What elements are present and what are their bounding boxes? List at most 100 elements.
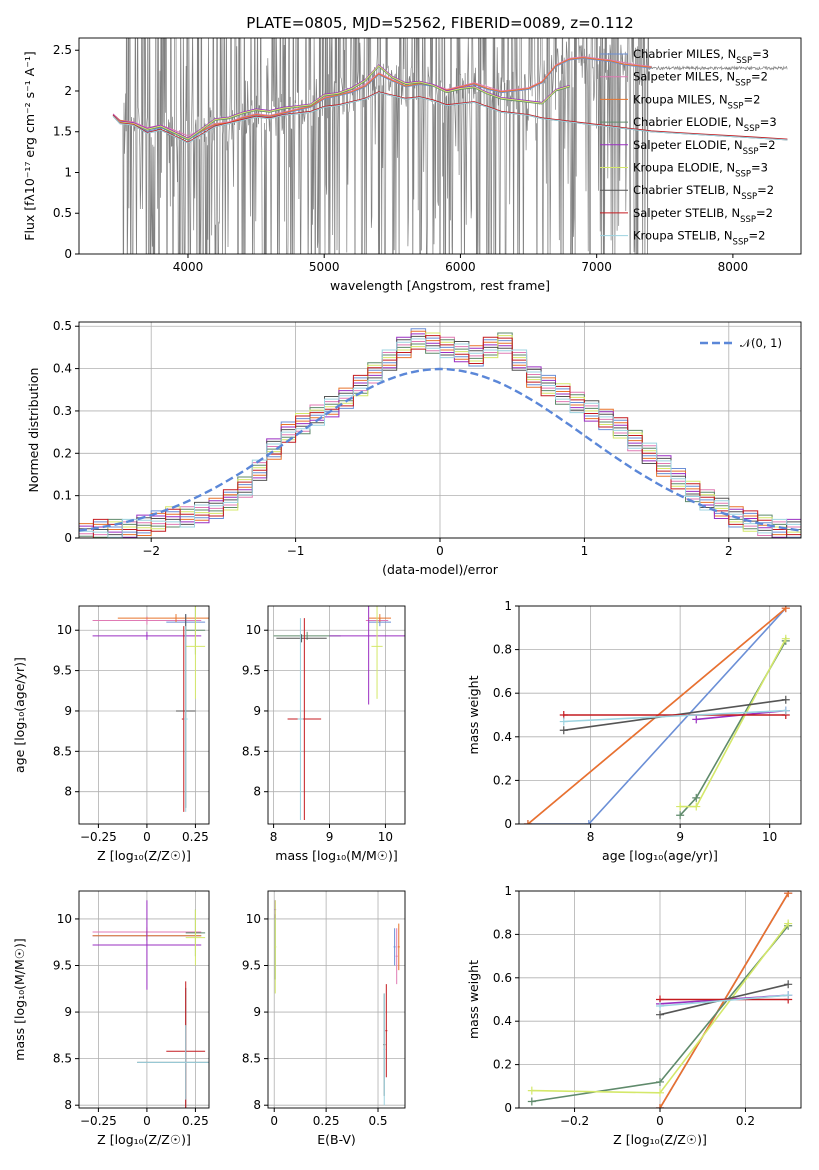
plot-area [112,38,788,254]
panels: 4000 5000 6000 7000 800000.511.522.5waveleng… [12,37,802,1147]
weight-line [528,607,787,824]
legend-label: Chabrier MILES, NSSP=3 [633,47,769,66]
y-tick-label: 0.6 [493,971,512,985]
x-tick-label: −0.2 [560,1114,589,1128]
hist-step [79,338,801,538]
legend-value: =2 [748,229,765,243]
weight-marker [781,706,790,715]
plot-area [523,606,790,824]
y-tick-label: 8 [64,785,72,799]
axes: −0.2 0 0.2 0 0.2 0.4 0.6 0.8 1 Z [log₁₀(Z/Z☉)] mas… [466,884,802,1147]
legend-subscript: SSP [728,101,744,111]
weight-line [563,709,786,723]
y-tick-label: 2.5 [53,43,72,57]
x-tick-label: 10 [762,830,777,844]
axes-frame [267,890,406,1109]
plot-area [92,606,209,812]
y-tick-label: 8 [253,785,261,799]
y-tick-label: 0.8 [493,643,512,657]
x-tick-label: 0.25 [182,830,209,844]
weight-marker [656,1104,664,1108]
weight-marker [559,726,568,735]
plot-area [92,900,209,1108]
y-tick-label: 10 [57,623,72,637]
y-tick-label: 8.5 [242,744,261,758]
x-tick-label: 9 [326,830,334,844]
y-tick-label: 8.5 [53,744,72,758]
y-tick-label: 0 [504,817,512,831]
x-axis-label: E(B-V) [317,1132,356,1147]
y-tick-label: 10 [57,912,72,926]
weight-marker [656,1002,664,1011]
axes: 0 0.25 0.5 8 8.5 9 9.5 10 E(B-V) [242,890,406,1147]
y-tick-label: 0.6 [493,686,512,700]
x-tick-label: 9 [676,830,684,844]
y-axis-label: Flux [fλ10⁻¹⁷ erg cm⁻² s⁻¹ A⁻¹] [22,51,37,240]
weight-marker [781,695,790,704]
x-tick-label: 0.5 [368,1114,387,1128]
legend-subscript: SSP [741,192,757,202]
x-tick-label: 8 [587,830,595,844]
y-tick-label: 8 [64,1098,72,1112]
legend-label: 𝒩(0, 1) [740,336,782,350]
panel-residuals: −2 −1 0 1 2 0 0.1 0.2 0.3 0.4 0.5 (data-model)/erro… [26,319,802,577]
legend-value: =3 [751,161,768,175]
weight-line [527,607,787,824]
x-tick-label: 1 [581,544,589,558]
panel-mass-weight-vs-Z: −0.2 0 0.2 0 0.2 0.4 0.6 0.8 1 Z [log₁₀(Z/Z☉)] mas… [466,884,802,1147]
x-axis-label: age [log₁₀(age/yr)] [602,848,718,863]
model-line [112,91,788,143]
y-axis-label: Normed distribution [26,368,41,493]
x-tick-label: 0 [656,1114,664,1128]
x-axis-label: (data-model)/error [382,562,499,577]
weight-marker [656,1088,664,1097]
weight-marker [559,717,568,726]
x-tick-label: 0.25 [182,1114,209,1128]
y-tick-label: 0 [504,1101,512,1115]
x-tick-label: 0.25 [313,1114,340,1128]
x-axis-label: Z [log₁₀(Z/Z☉)] [613,1132,707,1147]
weight-marker [781,634,790,643]
y-tick-label: 0.2 [53,446,72,460]
plot-area [273,606,405,820]
y-tick-label: 0.2 [493,773,512,787]
y-tick-label: 2 [64,84,72,98]
y-tick-label: 0.4 [493,730,512,744]
legend-label: Salpeter MILES, NSSP=2 [633,70,768,89]
y-tick-label: 0.3 [53,404,72,418]
weight-marker [656,1010,664,1019]
weight-marker [656,1077,664,1086]
y-tick-label: 0.4 [493,1014,512,1028]
panel-Z-vs-mass: −0.25 0 0.25 8 8.5 9 9.5 10 Z [log₁₀(Z/Z☉)] mass … [12,890,210,1147]
panel-Z-vs-age: −0.25 0 0.25 8 8.5 9 9.5 10 Z [log₁₀(Z/Z☉)] age [… [12,605,210,863]
y-tick-label: 8.5 [53,1052,72,1066]
x-axis-label: Z [log₁₀(Z/Z☉)] [97,1132,191,1147]
weight-marker [676,802,685,811]
y-tick-label: 1 [504,884,512,898]
legend-subscript: SSP [735,170,751,180]
y-tick-label: 9 [64,1005,72,1019]
x-tick-label: 0 [436,544,444,558]
x-tick-label: 10 [378,830,393,844]
panel-E(B-V)-vs-mass: 0 0.25 0.5 8 8.5 9 9.5 10 E(B-V) [242,890,406,1147]
y-tick-label: 1 [504,599,512,613]
axes: 8 9 10 0 0.2 0.4 0.6 0.8 1 age [log₁₀(age/yr)] mas… [466,599,802,863]
y-tick-label: 10 [246,912,261,926]
legend-label: Salpeter ELODIE, NSSP=2 [633,138,776,157]
x-tick-label: 5000 [309,260,340,274]
legend: 𝒩(0, 1) [700,336,782,350]
weight-marker [784,991,793,1000]
legend-label: Kroupa STELIB, NSSP=2 [633,229,765,248]
model-line [112,92,788,144]
y-axis-label: mass [log₁₀(M/M☉)] [12,938,27,1060]
legend-value: =2 [756,206,773,220]
axes: 4000 5000 6000 7000 8000 0 0.5 1 1.5 2 2.5 waveleng… [22,37,802,293]
y-tick-label: 10 [246,623,261,637]
x-tick-label: −0.25 [80,830,117,844]
model-line [112,57,652,141]
weight-line [659,994,789,1007]
x-tick-label: −0.25 [80,1114,117,1128]
y-tick-label: 8.5 [242,1052,261,1066]
x-tick-label: 2 [725,544,733,558]
